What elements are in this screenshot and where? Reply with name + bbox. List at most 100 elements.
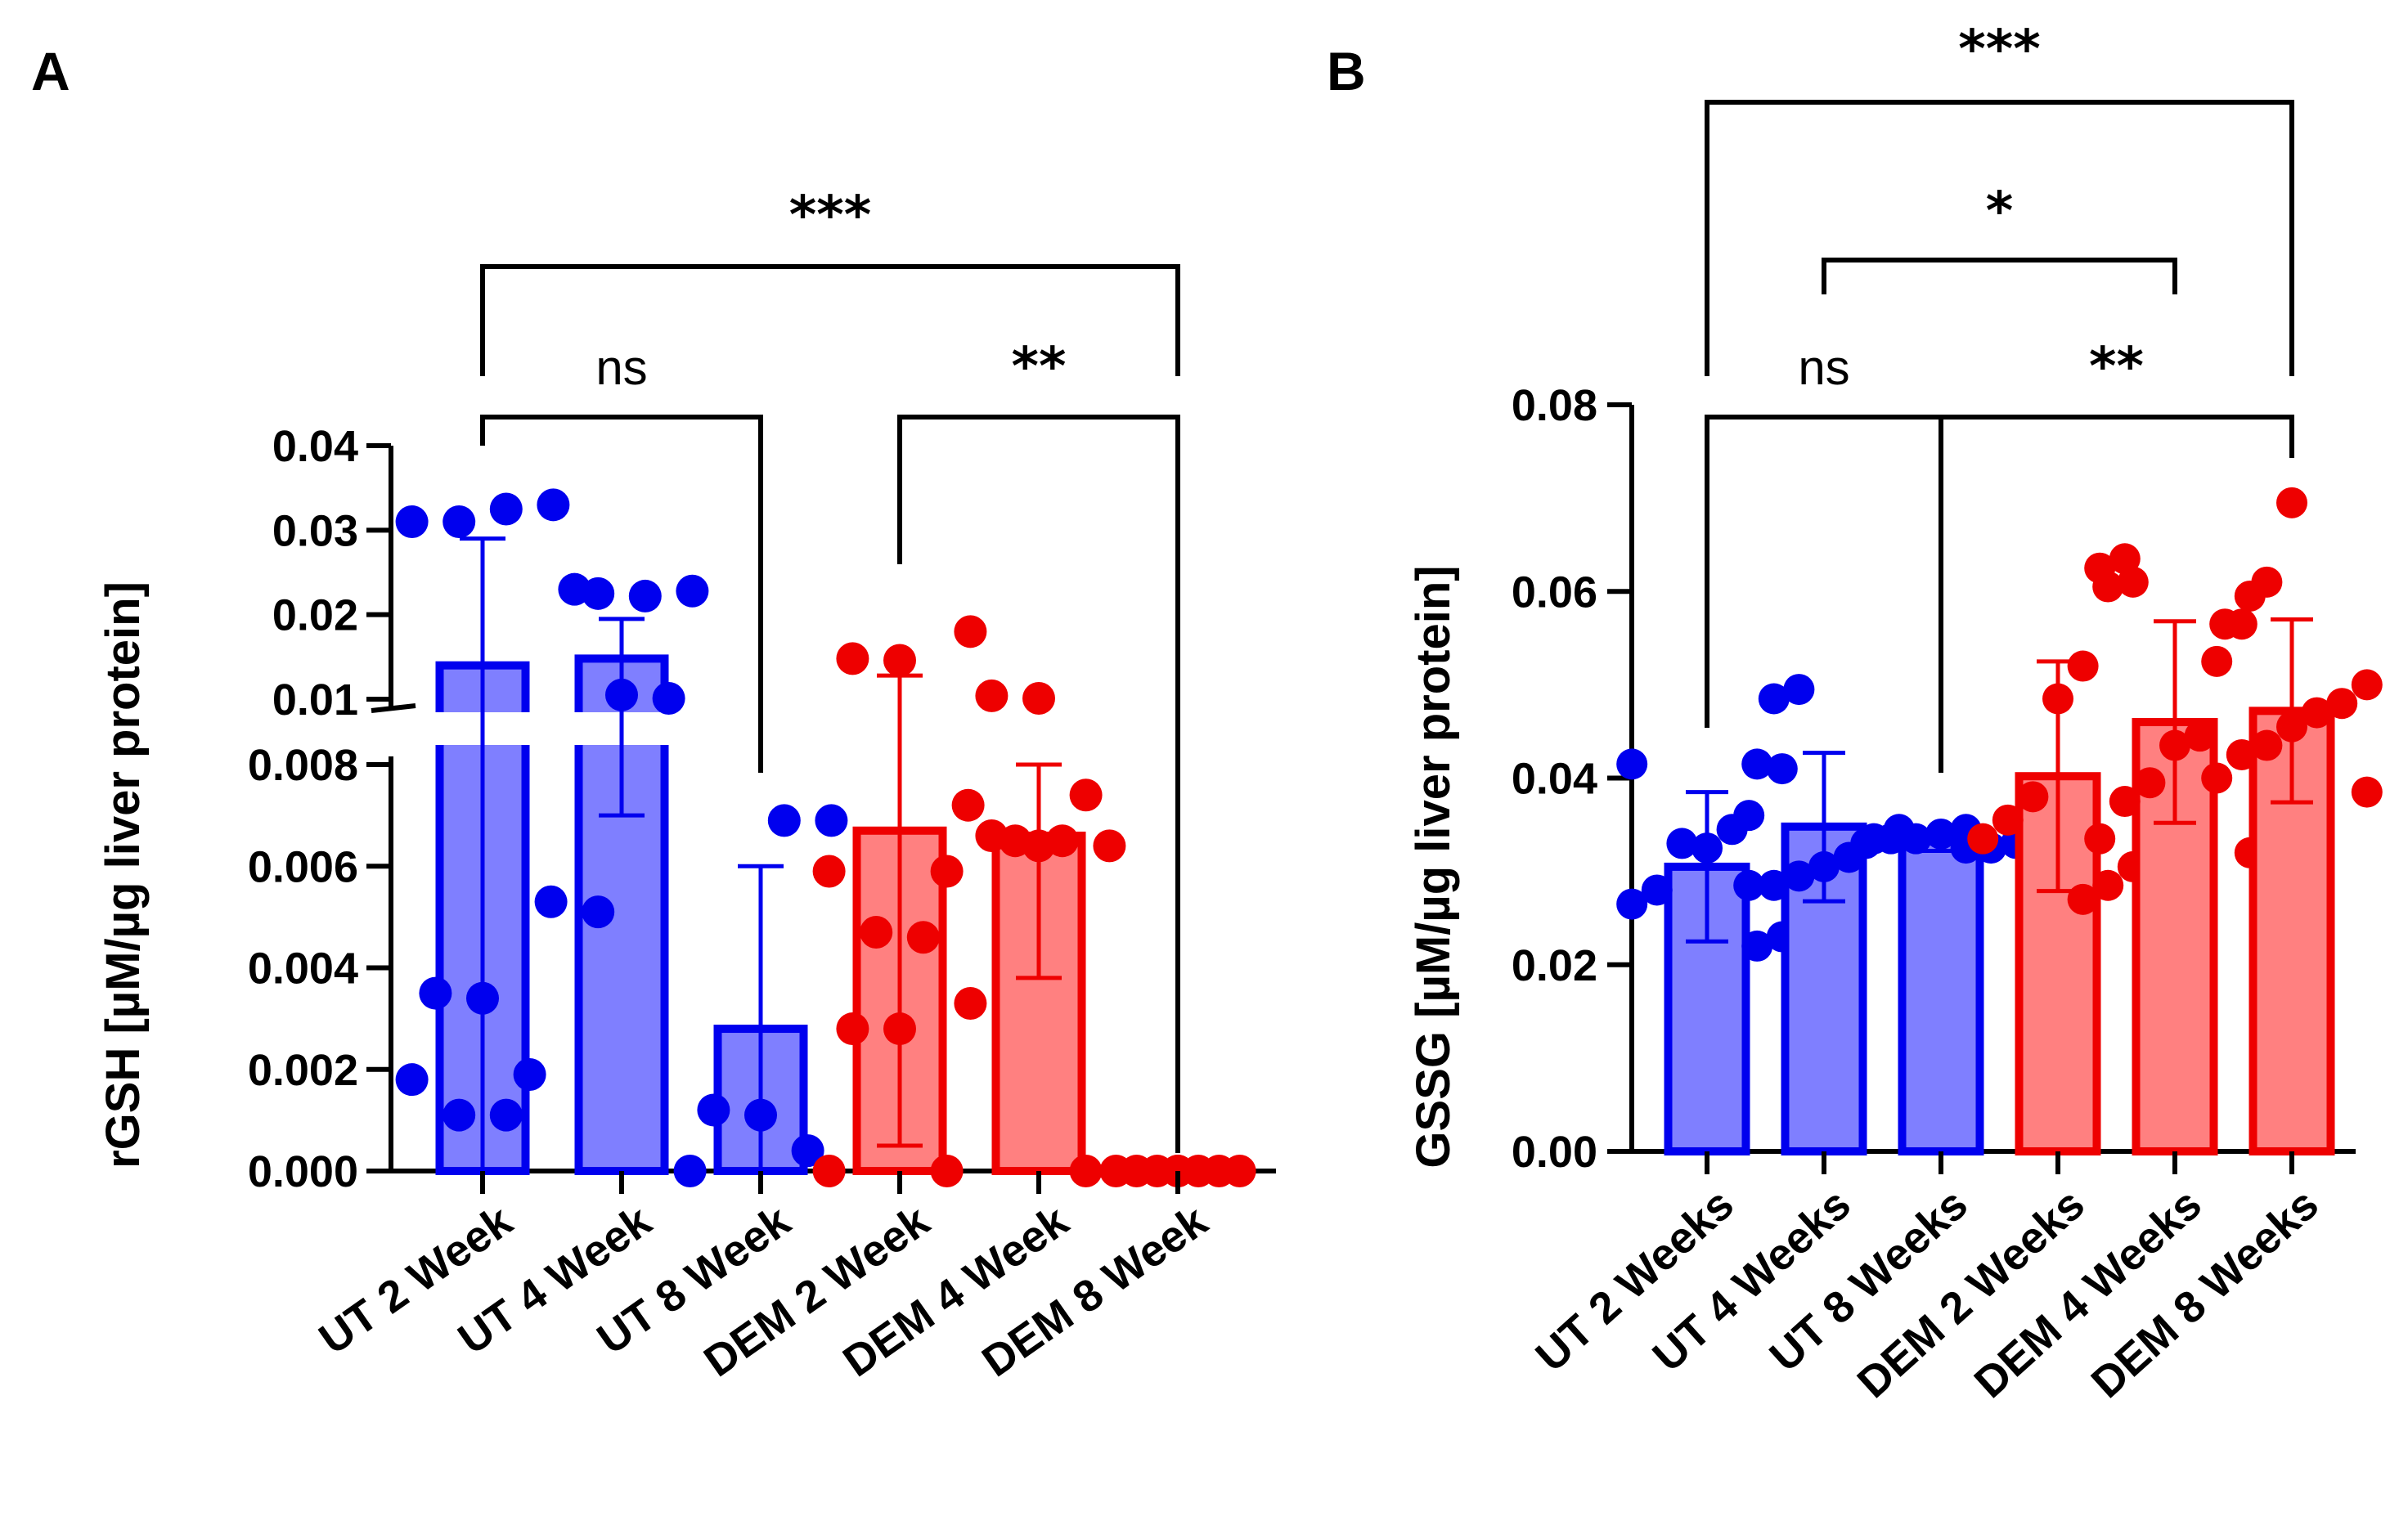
data-point [676, 574, 709, 608]
data-point [975, 679, 1009, 712]
data-point [930, 855, 964, 888]
data-point [1641, 874, 1673, 906]
data-point [2226, 608, 2258, 640]
data-point [2201, 762, 2233, 794]
data-point [466, 981, 499, 1015]
y-tick-label: 0.02 [272, 591, 358, 640]
data-point [628, 579, 662, 612]
data-point [2276, 487, 2307, 518]
significance-bracket [480, 415, 763, 773]
data-point [791, 1134, 824, 1168]
y-tick-label: 0.04 [272, 422, 358, 471]
data-point [443, 505, 476, 538]
data-point [2351, 669, 2383, 701]
data-point [2251, 729, 2283, 761]
y-tick-label: 0.008 [248, 741, 358, 790]
data-point [836, 642, 869, 675]
data-point [767, 804, 801, 837]
y-tick-label: 0.00 [1512, 1128, 1597, 1177]
ylabel-a: rGSH [µM/µg liver protein] [97, 581, 150, 1169]
data-point [1022, 681, 1055, 715]
data-point [1808, 850, 1840, 882]
significance-label: ns [1798, 340, 1849, 395]
x-tick-label: UT 2 Weeks [1526, 1179, 1743, 1381]
data-point [2017, 781, 2049, 813]
data-point [395, 1063, 429, 1097]
data-point [1120, 1155, 1153, 1187]
y-tick-label: 0.000 [248, 1147, 358, 1196]
bar [1898, 837, 1984, 1155]
data-point [2276, 711, 2307, 743]
data-point [2117, 566, 2149, 598]
significance-bracket [1705, 415, 1943, 773]
data-point [954, 615, 987, 648]
data-point [1850, 828, 1882, 859]
data-point [930, 1155, 964, 1187]
data-point [537, 488, 570, 522]
panel-letter-a: A [31, 41, 70, 101]
significance-bracket [897, 415, 1180, 1153]
data-point [1733, 800, 1765, 832]
data-point [1758, 683, 1790, 715]
data-point [2251, 566, 2283, 598]
data-point [951, 788, 985, 822]
significance-label: *** [1958, 20, 2040, 80]
data-point [2201, 645, 2233, 677]
data-point [883, 1012, 916, 1046]
data-point [2226, 738, 2258, 770]
data-point [2084, 552, 2116, 584]
data-point [489, 492, 523, 526]
data-point [1766, 753, 1798, 785]
data-point [954, 986, 987, 1020]
y-tick-label: 0.03 [272, 506, 358, 555]
data-point [2109, 786, 2141, 818]
axis-break-mark [371, 703, 416, 713]
data-point [1069, 778, 1103, 812]
significance-bracket [1939, 415, 2294, 773]
data-point [2351, 776, 2383, 808]
data-point [883, 644, 916, 677]
data-point [1093, 829, 1126, 863]
significance-bracket [480, 264, 1180, 376]
data-point [2084, 823, 2116, 855]
data-point [1666, 828, 1698, 859]
data-point [1783, 674, 1815, 706]
data-point [812, 855, 846, 888]
data-point [513, 1057, 546, 1091]
data-point [2109, 543, 2141, 575]
data-point [1741, 930, 1773, 962]
data-point [2067, 650, 2099, 682]
panel-a-plot: 0.04 0.03 0.02 0.01 0.008 0.006 0.004 0.002 0.00… [248, 186, 1276, 1386]
data-point [2067, 883, 2099, 915]
data-point [815, 804, 848, 837]
data-point [1691, 832, 1723, 864]
data-point [836, 1012, 869, 1046]
data-point [1992, 804, 2024, 836]
data-point [558, 572, 591, 606]
ylabel-b: GSSG [µM/µg liver protein] [1407, 565, 1460, 1168]
data-point [975, 819, 1009, 852]
y-tick-label: 0.004 [248, 944, 358, 994]
data-point [697, 1093, 730, 1127]
data-point [443, 1098, 476, 1132]
data-point [1616, 748, 1648, 780]
data-point [744, 1098, 777, 1132]
data-point [1967, 823, 1999, 855]
significance-label: ** [2089, 337, 2144, 397]
data-point [582, 895, 615, 929]
data-point [1616, 888, 1648, 920]
significance-label: ** [1012, 337, 1067, 397]
data-point [2301, 697, 2333, 729]
data-point [395, 505, 429, 538]
data-point [1875, 823, 1907, 855]
significance-bracket [1822, 258, 2177, 294]
significance-label: * [1986, 182, 2013, 242]
data-point [2092, 869, 2124, 901]
data-point [419, 976, 452, 1010]
data-point [1223, 1155, 1256, 1187]
data-point [1069, 1155, 1103, 1187]
data-point [489, 1098, 523, 1132]
y-tick-label: 0.01 [272, 675, 358, 725]
